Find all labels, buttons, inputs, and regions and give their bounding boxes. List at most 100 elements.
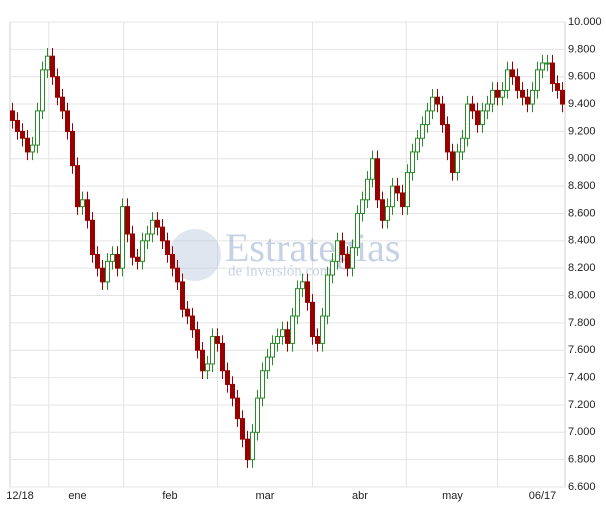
candle-body [485,103,490,112]
candle-body [70,130,75,167]
candle-body [325,274,330,317]
watermark-subtext: de inversión.com [228,263,332,279]
candle-body [255,397,260,433]
candle-body [540,62,545,71]
candle-body [315,336,320,344]
y-tick-label: 8.800 [568,180,596,192]
y-tick-label: 6.600 [568,481,596,493]
candle-body [100,267,105,283]
candle-body [75,165,80,208]
candle-body [465,103,470,139]
y-tick-label: 9.200 [568,125,596,137]
candle-body [420,124,425,139]
y-tick-label: 8.600 [568,207,596,219]
candle-body [240,418,245,440]
candle-body [330,260,335,276]
candle-body [115,254,120,269]
candle-body [95,254,100,269]
candle-body [15,119,20,132]
candle-body [45,55,50,71]
x-tick-label: abr [352,490,368,502]
candle-body [415,137,420,153]
candle-body [50,55,55,78]
candle-body [190,315,195,331]
candle-body [160,226,165,242]
x-tick-label: 06/17 [529,490,557,502]
x-tick-label: mar [256,490,275,502]
candle-body [365,178,370,201]
x-tick-label: may [442,490,463,502]
candle-body [470,103,475,112]
candle-body [290,315,295,344]
candle-body [10,110,15,121]
candle-body [150,219,155,235]
candle-body [165,240,170,256]
y-tick-label: 6.800 [568,454,596,466]
candle-body [430,96,435,112]
watermark-logo [169,229,221,281]
candle-body [405,171,410,208]
candle-body [35,110,40,146]
candle-body [350,247,355,269]
candle-body [110,254,115,262]
candle-body [340,240,345,256]
candle-body [185,308,190,317]
candle-body [425,110,430,126]
candle-body [445,124,450,153]
candle-body [250,431,255,461]
candle-body [345,254,350,269]
x-tick-label: feb [162,490,177,502]
candle-body [220,342,225,372]
y-tick-label: 9.000 [568,153,596,165]
candle-body [300,281,305,290]
candle-body [235,397,240,420]
candle-body [380,199,385,221]
candle-body [25,137,30,153]
candle-body [265,356,270,372]
candle-body [400,192,405,208]
candle-body [535,69,540,91]
candle-body [205,363,210,372]
candle-body [525,96,530,105]
candle-body [245,438,250,461]
candle-body [200,349,205,372]
candle-body [360,199,365,214]
candle-body [125,206,130,235]
candle-body [500,89,505,98]
watermark: Estrategias de inversión.com [169,225,401,281]
candle-body [450,151,455,173]
candle-body [435,96,440,105]
candle-body [80,199,85,208]
candle-body [560,89,565,105]
candle-body [140,240,145,262]
candle-body [40,69,45,112]
candle-body [85,199,90,221]
candle-body [545,62,550,65]
candle-body [195,329,200,351]
candle-body [555,83,560,91]
x-tick-label: 12/18 [6,490,34,502]
candle-body [305,281,310,303]
candle-body [105,260,110,283]
candle-body [145,233,150,242]
y-tick-label: 7.200 [568,399,596,411]
candle-body [170,254,175,269]
candle-body [515,76,520,91]
x-tick-label: ene [68,490,86,502]
candle-body [320,315,325,344]
y-tick-label: 7.800 [568,317,596,329]
candle-body [180,281,185,310]
candle-body [355,212,360,249]
candle-body [230,383,235,399]
candle-body [275,336,280,344]
candle-body [215,336,220,344]
candle-body [395,185,400,194]
y-tick-label: 9.600 [568,71,596,83]
candle-body [490,89,495,105]
candle-body [460,137,465,153]
y-tick-label: 7.000 [568,426,596,438]
candle-body [480,110,485,126]
candle-body [530,89,535,105]
candle-body [30,144,35,153]
